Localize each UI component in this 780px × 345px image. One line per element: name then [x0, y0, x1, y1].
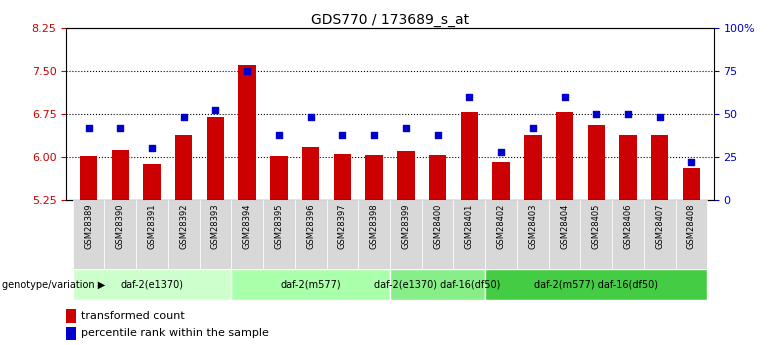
Bar [334, 154, 351, 200]
Bar [168, 200, 200, 269]
Bar [390, 269, 485, 300]
Text: GSM28405: GSM28405 [592, 204, 601, 249]
Bar [73, 269, 232, 300]
Text: GSM28407: GSM28407 [655, 204, 665, 249]
Text: GSM28395: GSM28395 [275, 204, 283, 249]
Text: daf-2(e1370) daf-16(df50): daf-2(e1370) daf-16(df50) [374, 280, 501, 289]
Bar [66, 327, 76, 340]
Point [82, 125, 94, 130]
Text: transformed count: transformed count [81, 311, 185, 321]
Bar [556, 112, 573, 200]
Point [209, 108, 222, 113]
Bar [263, 200, 295, 269]
Bar [232, 269, 390, 300]
Point [146, 146, 158, 151]
Text: percentile rank within the sample: percentile rank within the sample [81, 328, 269, 338]
Point [622, 111, 634, 117]
Text: GSM28397: GSM28397 [338, 204, 347, 249]
Bar [232, 200, 263, 269]
Bar [612, 200, 644, 269]
Text: GSM28402: GSM28402 [497, 204, 505, 249]
Bar [429, 155, 446, 200]
Text: daf-2(m577) daf-16(df50): daf-2(m577) daf-16(df50) [534, 280, 658, 289]
Bar [580, 200, 612, 269]
Bar [587, 125, 605, 200]
Bar [644, 200, 675, 269]
Bar [651, 135, 668, 200]
Bar [200, 200, 232, 269]
Bar [365, 155, 383, 200]
Bar [548, 200, 580, 269]
Bar [295, 200, 327, 269]
Bar [358, 200, 390, 269]
Bar [492, 161, 510, 200]
Text: GSM28393: GSM28393 [211, 204, 220, 249]
Text: GSM28392: GSM28392 [179, 204, 188, 249]
Text: GSM28400: GSM28400 [433, 204, 442, 249]
Point [654, 115, 666, 120]
Bar [390, 200, 422, 269]
Bar [619, 135, 636, 200]
Bar [80, 156, 98, 200]
Bar [485, 269, 707, 300]
Text: GSM28391: GSM28391 [147, 204, 157, 249]
Bar [517, 200, 548, 269]
Bar [302, 147, 319, 200]
Point [273, 132, 285, 137]
Text: daf-2(e1370): daf-2(e1370) [120, 280, 183, 289]
Bar [73, 200, 105, 269]
Bar [175, 135, 193, 200]
Bar [112, 150, 129, 200]
Bar [270, 156, 288, 200]
Point [178, 115, 190, 120]
Bar [239, 65, 256, 200]
Point [241, 68, 254, 73]
Text: GSM28399: GSM28399 [402, 204, 410, 249]
Point [304, 115, 317, 120]
Point [590, 111, 602, 117]
Point [399, 125, 412, 130]
Title: GDS770 / 173689_s_at: GDS770 / 173689_s_at [311, 12, 469, 27]
Point [114, 125, 126, 130]
Text: GSM28398: GSM28398 [370, 204, 378, 249]
Bar [461, 112, 478, 200]
Point [368, 132, 381, 137]
Bar [144, 164, 161, 200]
Bar [105, 200, 136, 269]
Text: GSM28403: GSM28403 [528, 204, 537, 249]
Text: GSM28394: GSM28394 [243, 204, 252, 249]
Text: genotype/variation ▶: genotype/variation ▶ [2, 280, 105, 289]
Bar [453, 200, 485, 269]
Point [686, 159, 698, 165]
Text: GSM28396: GSM28396 [307, 204, 315, 249]
Point [336, 132, 349, 137]
Bar [675, 200, 707, 269]
Text: GSM28408: GSM28408 [687, 204, 696, 249]
Bar [136, 200, 168, 269]
Point [495, 149, 507, 155]
Text: GSM28390: GSM28390 [115, 204, 125, 249]
Text: GSM28401: GSM28401 [465, 204, 473, 249]
Text: GSM28389: GSM28389 [84, 204, 93, 249]
Bar [207, 117, 224, 200]
Bar [327, 200, 358, 269]
Bar [397, 151, 415, 200]
Bar [422, 200, 453, 269]
Bar [524, 135, 541, 200]
Point [558, 94, 571, 99]
Text: GSM28404: GSM28404 [560, 204, 569, 249]
Bar [682, 168, 700, 200]
Text: GSM28406: GSM28406 [623, 204, 633, 249]
Text: daf-2(m577): daf-2(m577) [280, 280, 341, 289]
Point [463, 94, 476, 99]
Point [431, 132, 444, 137]
Bar [485, 200, 517, 269]
Point [526, 125, 539, 130]
Bar [66, 309, 76, 323]
